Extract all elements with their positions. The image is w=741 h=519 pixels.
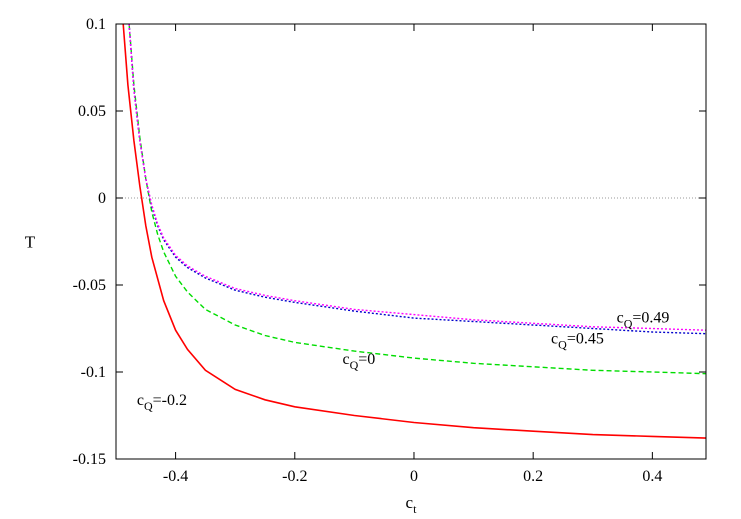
y-tick-label: 0.1: [86, 16, 106, 33]
x-axis-label-sub: t: [413, 502, 417, 516]
y-tick-label: 0: [98, 190, 106, 207]
x-tick-label: 0.2: [523, 468, 543, 485]
series-line-0: [122, 23, 707, 439]
plot-frame: [115, 23, 707, 460]
curve-label-2: cQ=0: [342, 351, 375, 372]
series-line-3: [128, 23, 707, 331]
x-tick-label: -0.2: [282, 468, 307, 485]
y-tick-label: -0.15: [73, 451, 106, 468]
y-tick-label: 0.05: [78, 103, 106, 120]
y-tick-label: -0.05: [73, 277, 106, 294]
x-axis-label-main: c: [406, 493, 414, 512]
curve-label-0: cQ=0.49: [617, 309, 670, 330]
curve-label-1: cQ=0.45: [551, 330, 604, 351]
x-axis-label: ct: [406, 493, 418, 516]
curve-label-3: cQ=-0.2: [137, 392, 187, 413]
y-tick-label: -0.1: [81, 364, 106, 381]
label-layer: cQ=0.49 cQ=0.45 cQ=0 cQ=-0.2: [137, 309, 670, 413]
series-layer: [122, 23, 707, 439]
x-tick-label: -0.4: [163, 468, 188, 485]
y-axis-label: T: [25, 233, 36, 252]
tick-layer: -0.4 -0.2 0 0.2 0.4 -0.15 -0.1 -0.05 0 0.05 0.1: [73, 16, 706, 485]
x-tick-label: 0.4: [642, 468, 662, 485]
x-tick-label: 0: [410, 468, 418, 485]
